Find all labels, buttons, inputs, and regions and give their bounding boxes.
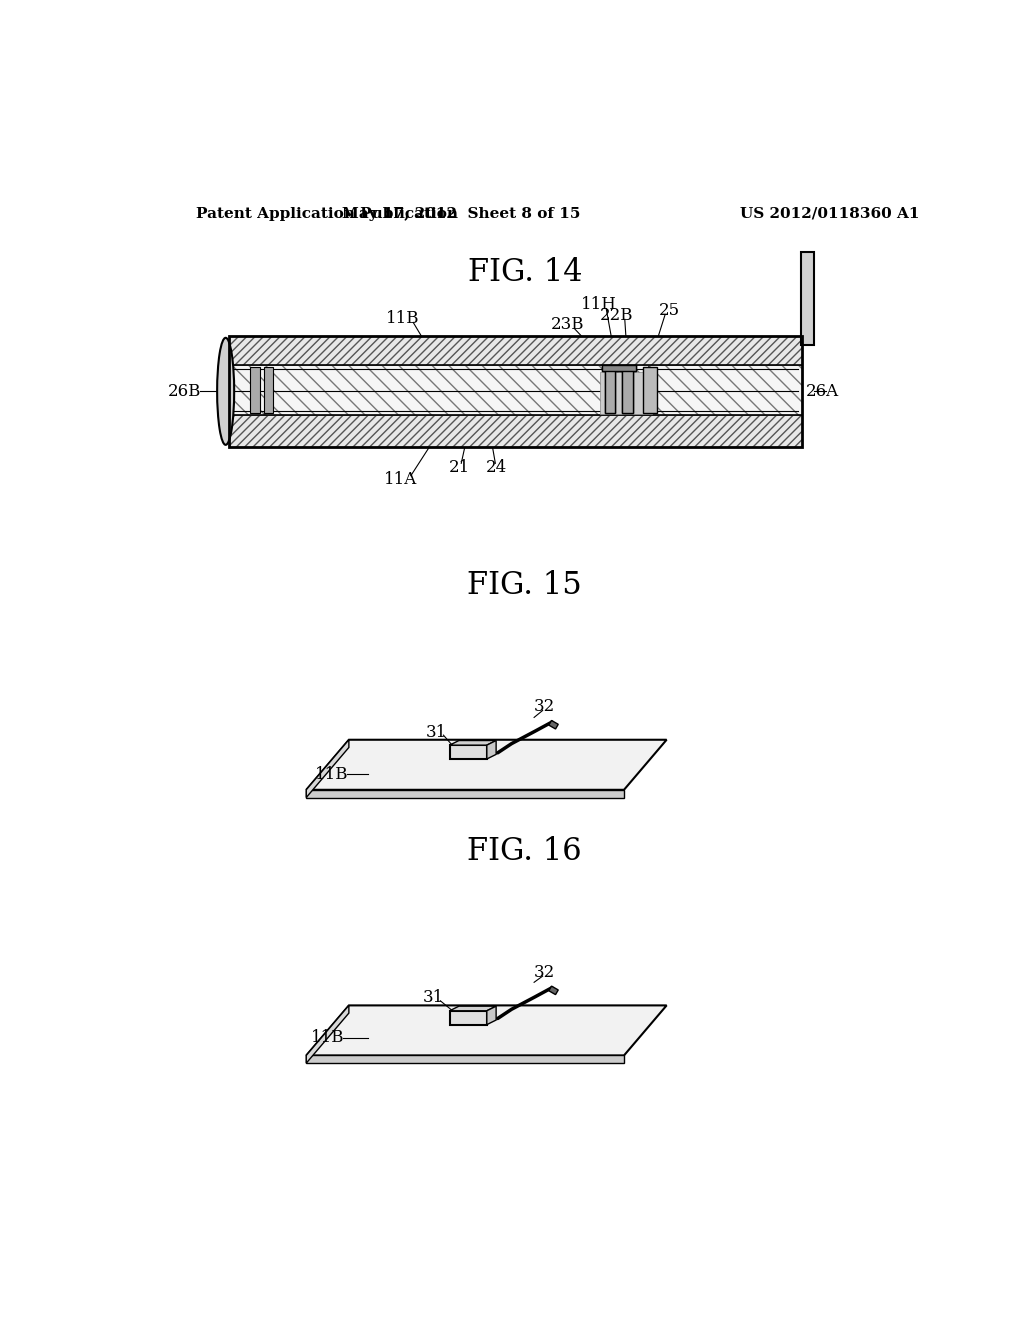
Text: 32: 32 xyxy=(534,698,555,715)
Text: 11A: 11A xyxy=(384,471,418,488)
Polygon shape xyxy=(306,789,624,797)
Bar xyxy=(263,367,273,412)
Text: 31: 31 xyxy=(426,723,447,741)
Text: 31: 31 xyxy=(423,989,444,1006)
Text: FIG. 14: FIG. 14 xyxy=(468,257,582,288)
Text: 11B: 11B xyxy=(386,310,420,327)
Bar xyxy=(251,367,260,412)
Bar xyxy=(228,414,802,447)
Polygon shape xyxy=(306,1056,624,1063)
Bar xyxy=(602,364,636,371)
Polygon shape xyxy=(450,1011,486,1024)
Polygon shape xyxy=(450,744,486,759)
Bar xyxy=(604,367,615,412)
Bar xyxy=(228,335,802,364)
Bar xyxy=(549,986,558,995)
Text: Patent Application Publication: Patent Application Publication xyxy=(197,207,458,220)
Bar xyxy=(623,367,633,412)
Bar xyxy=(549,721,558,729)
Text: 11B: 11B xyxy=(315,766,348,783)
Bar xyxy=(623,367,633,412)
Text: 21: 21 xyxy=(450,458,470,475)
Text: 11B: 11B xyxy=(311,1030,345,1047)
Polygon shape xyxy=(306,739,667,789)
Text: FIG. 16: FIG. 16 xyxy=(468,836,582,867)
Text: 32: 32 xyxy=(534,964,555,981)
Polygon shape xyxy=(450,1006,496,1011)
Polygon shape xyxy=(486,1006,496,1024)
Text: 11H: 11H xyxy=(582,296,617,313)
Bar xyxy=(228,335,802,447)
Bar xyxy=(802,252,814,345)
Text: FIG. 15: FIG. 15 xyxy=(467,570,583,601)
Polygon shape xyxy=(450,741,496,744)
Text: US 2012/0118360 A1: US 2012/0118360 A1 xyxy=(740,207,920,220)
Text: 22B: 22B xyxy=(599,308,633,323)
Text: 23B: 23B xyxy=(551,317,584,333)
Polygon shape xyxy=(306,1006,667,1056)
Ellipse shape xyxy=(217,338,234,445)
Text: 26B: 26B xyxy=(168,383,202,400)
Polygon shape xyxy=(306,739,349,797)
Bar xyxy=(602,364,636,371)
Bar xyxy=(604,367,615,412)
Text: 24: 24 xyxy=(486,458,508,475)
Bar xyxy=(228,364,802,414)
Text: 25: 25 xyxy=(658,302,680,319)
Bar xyxy=(600,372,652,414)
Polygon shape xyxy=(486,741,496,759)
Bar xyxy=(643,367,656,412)
Text: May 17, 2012  Sheet 8 of 15: May 17, 2012 Sheet 8 of 15 xyxy=(342,207,581,220)
Text: 26A: 26A xyxy=(806,383,839,400)
Polygon shape xyxy=(306,1006,349,1063)
